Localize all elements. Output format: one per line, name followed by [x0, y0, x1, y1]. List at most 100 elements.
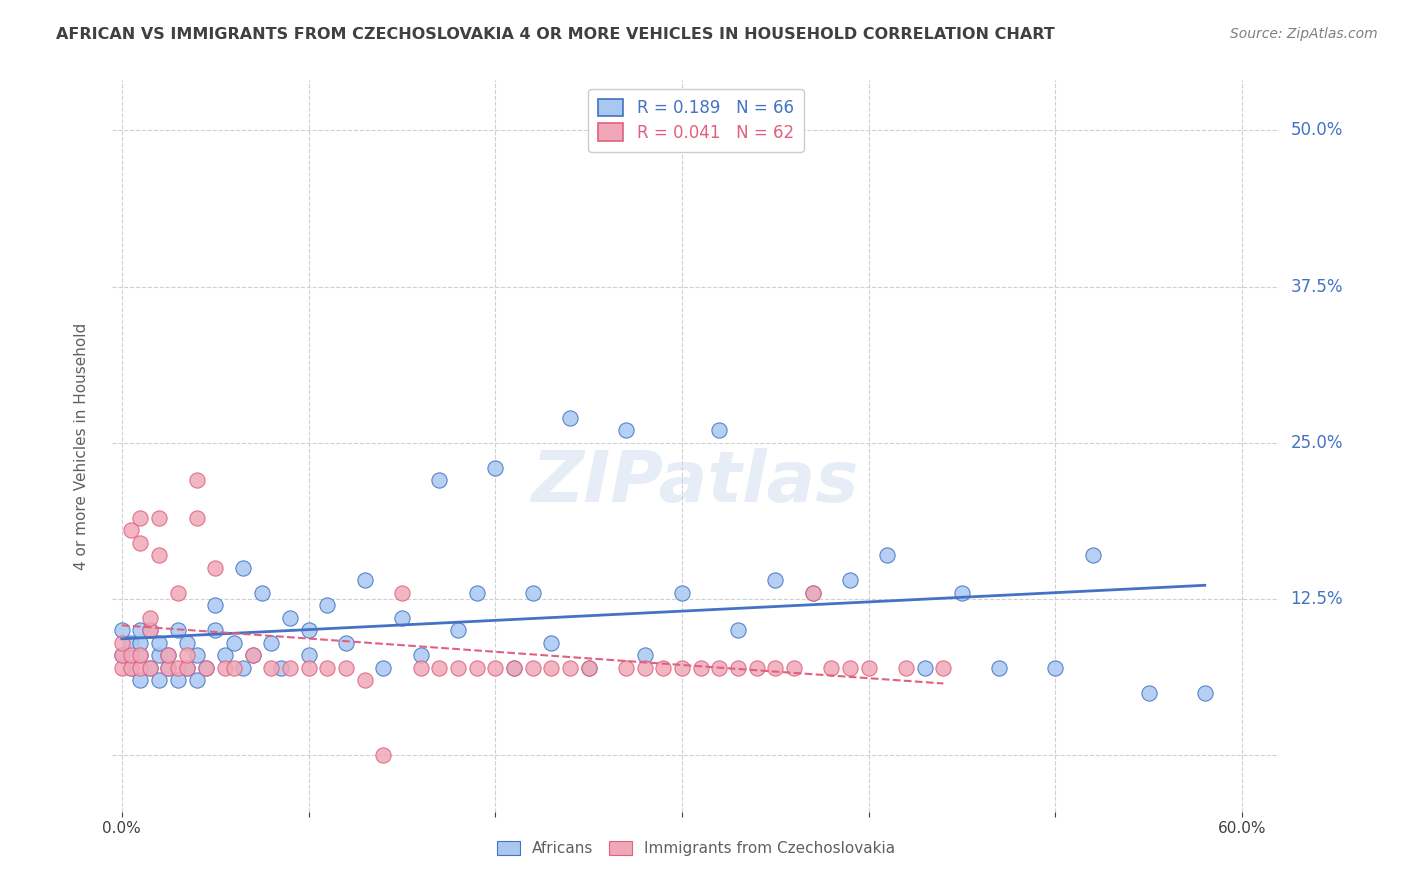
Immigrants from Czechoslovakia: [222, 661, 245, 675]
Africans: [801, 586, 824, 600]
Immigrants from Czechoslovakia: [522, 661, 544, 675]
Text: AFRICAN VS IMMIGRANTS FROM CZECHOSLOVAKIA 4 OR MORE VEHICLES IN HOUSEHOLD CORREL: AFRICAN VS IMMIGRANTS FROM CZECHOSLOVAKI…: [56, 27, 1054, 42]
Africans: [250, 586, 273, 600]
Africans: [157, 648, 180, 663]
Africans: [988, 661, 1011, 675]
Immigrants from Czechoslovakia: [297, 661, 319, 675]
Africans: [839, 574, 862, 588]
Africans: [139, 624, 162, 638]
Immigrants from Czechoslovakia: [373, 748, 395, 763]
Immigrants from Czechoslovakia: [129, 661, 152, 675]
Africans: [297, 624, 319, 638]
Immigrants from Czechoslovakia: [111, 661, 134, 675]
Africans: [194, 661, 217, 675]
Immigrants from Czechoslovakia: [120, 661, 142, 675]
Immigrants from Czechoslovakia: [709, 661, 731, 675]
Immigrants from Czechoslovakia: [120, 524, 142, 538]
Immigrants from Czechoslovakia: [614, 661, 637, 675]
Immigrants from Czechoslovakia: [139, 624, 162, 638]
Immigrants from Czechoslovakia: [120, 648, 142, 663]
Africans: [876, 549, 898, 563]
Africans: [176, 636, 198, 650]
Africans: [297, 648, 319, 663]
Immigrants from Czechoslovakia: [148, 549, 170, 563]
Africans: [409, 648, 432, 663]
Immigrants from Czechoslovakia: [176, 648, 198, 663]
Africans: [176, 661, 198, 675]
Immigrants from Czechoslovakia: [427, 661, 450, 675]
Text: 25.0%: 25.0%: [1291, 434, 1343, 452]
Africans: [316, 599, 339, 613]
Text: 12.5%: 12.5%: [1291, 591, 1343, 608]
Immigrants from Czechoslovakia: [745, 661, 768, 675]
Immigrants from Czechoslovakia: [465, 661, 488, 675]
Africans: [763, 574, 786, 588]
Immigrants from Czechoslovakia: [484, 661, 506, 675]
Immigrants from Czechoslovakia: [139, 661, 162, 675]
Immigrants from Czechoslovakia: [335, 661, 357, 675]
Immigrants from Czechoslovakia: [129, 648, 152, 663]
Africans: [335, 636, 357, 650]
Immigrants from Czechoslovakia: [129, 536, 152, 550]
Africans: [260, 636, 283, 650]
Immigrants from Czechoslovakia: [166, 586, 188, 600]
Text: 50.0%: 50.0%: [1291, 121, 1343, 139]
Africans: [129, 624, 152, 638]
Africans: [427, 474, 450, 488]
Immigrants from Czechoslovakia: [783, 661, 806, 675]
Immigrants from Czechoslovakia: [671, 661, 693, 675]
Immigrants from Czechoslovakia: [801, 586, 824, 600]
Immigrants from Czechoslovakia: [148, 511, 170, 525]
Immigrants from Czechoslovakia: [214, 661, 236, 675]
Africans: [709, 423, 731, 437]
Africans: [465, 586, 488, 600]
Immigrants from Czechoslovakia: [176, 661, 198, 675]
Legend: Africans, Immigrants from Czechoslovakia: Africans, Immigrants from Czechoslovakia: [491, 835, 901, 863]
Immigrants from Czechoslovakia: [316, 661, 339, 675]
Text: 37.5%: 37.5%: [1291, 277, 1343, 295]
Immigrants from Czechoslovakia: [166, 661, 188, 675]
Africans: [186, 648, 208, 663]
Africans: [148, 648, 170, 663]
Immigrants from Czechoslovakia: [204, 561, 226, 575]
Africans: [373, 661, 395, 675]
Africans: [447, 624, 470, 638]
Immigrants from Czechoslovakia: [932, 661, 955, 675]
Immigrants from Czechoslovakia: [540, 661, 562, 675]
Africans: [232, 561, 254, 575]
Africans: [129, 636, 152, 650]
Immigrants from Czechoslovakia: [157, 661, 180, 675]
Africans: [540, 636, 562, 650]
Immigrants from Czechoslovakia: [447, 661, 470, 675]
Immigrants from Czechoslovakia: [839, 661, 862, 675]
Africans: [484, 461, 506, 475]
Africans: [139, 661, 162, 675]
Africans: [214, 648, 236, 663]
Africans: [148, 636, 170, 650]
Africans: [353, 574, 375, 588]
Africans: [727, 624, 749, 638]
Immigrants from Czechoslovakia: [503, 661, 526, 675]
Africans: [120, 661, 142, 675]
Immigrants from Czechoslovakia: [894, 661, 917, 675]
Immigrants from Czechoslovakia: [260, 661, 283, 675]
Africans: [186, 673, 208, 688]
Africans: [111, 624, 134, 638]
Africans: [1081, 549, 1104, 563]
Immigrants from Czechoslovakia: [727, 661, 749, 675]
Africans: [270, 661, 292, 675]
Immigrants from Czechoslovakia: [763, 661, 786, 675]
Immigrants from Czechoslovakia: [157, 648, 180, 663]
Immigrants from Czechoslovakia: [353, 673, 375, 688]
Africans: [111, 648, 134, 663]
Africans: [278, 611, 301, 625]
Africans: [578, 661, 600, 675]
Immigrants from Czechoslovakia: [858, 661, 880, 675]
Immigrants from Czechoslovakia: [689, 661, 711, 675]
Africans: [166, 673, 188, 688]
Immigrants from Czechoslovakia: [633, 661, 655, 675]
Immigrants from Czechoslovakia: [578, 661, 600, 675]
Africans: [232, 661, 254, 675]
Africans: [671, 586, 693, 600]
Immigrants from Czechoslovakia: [111, 636, 134, 650]
